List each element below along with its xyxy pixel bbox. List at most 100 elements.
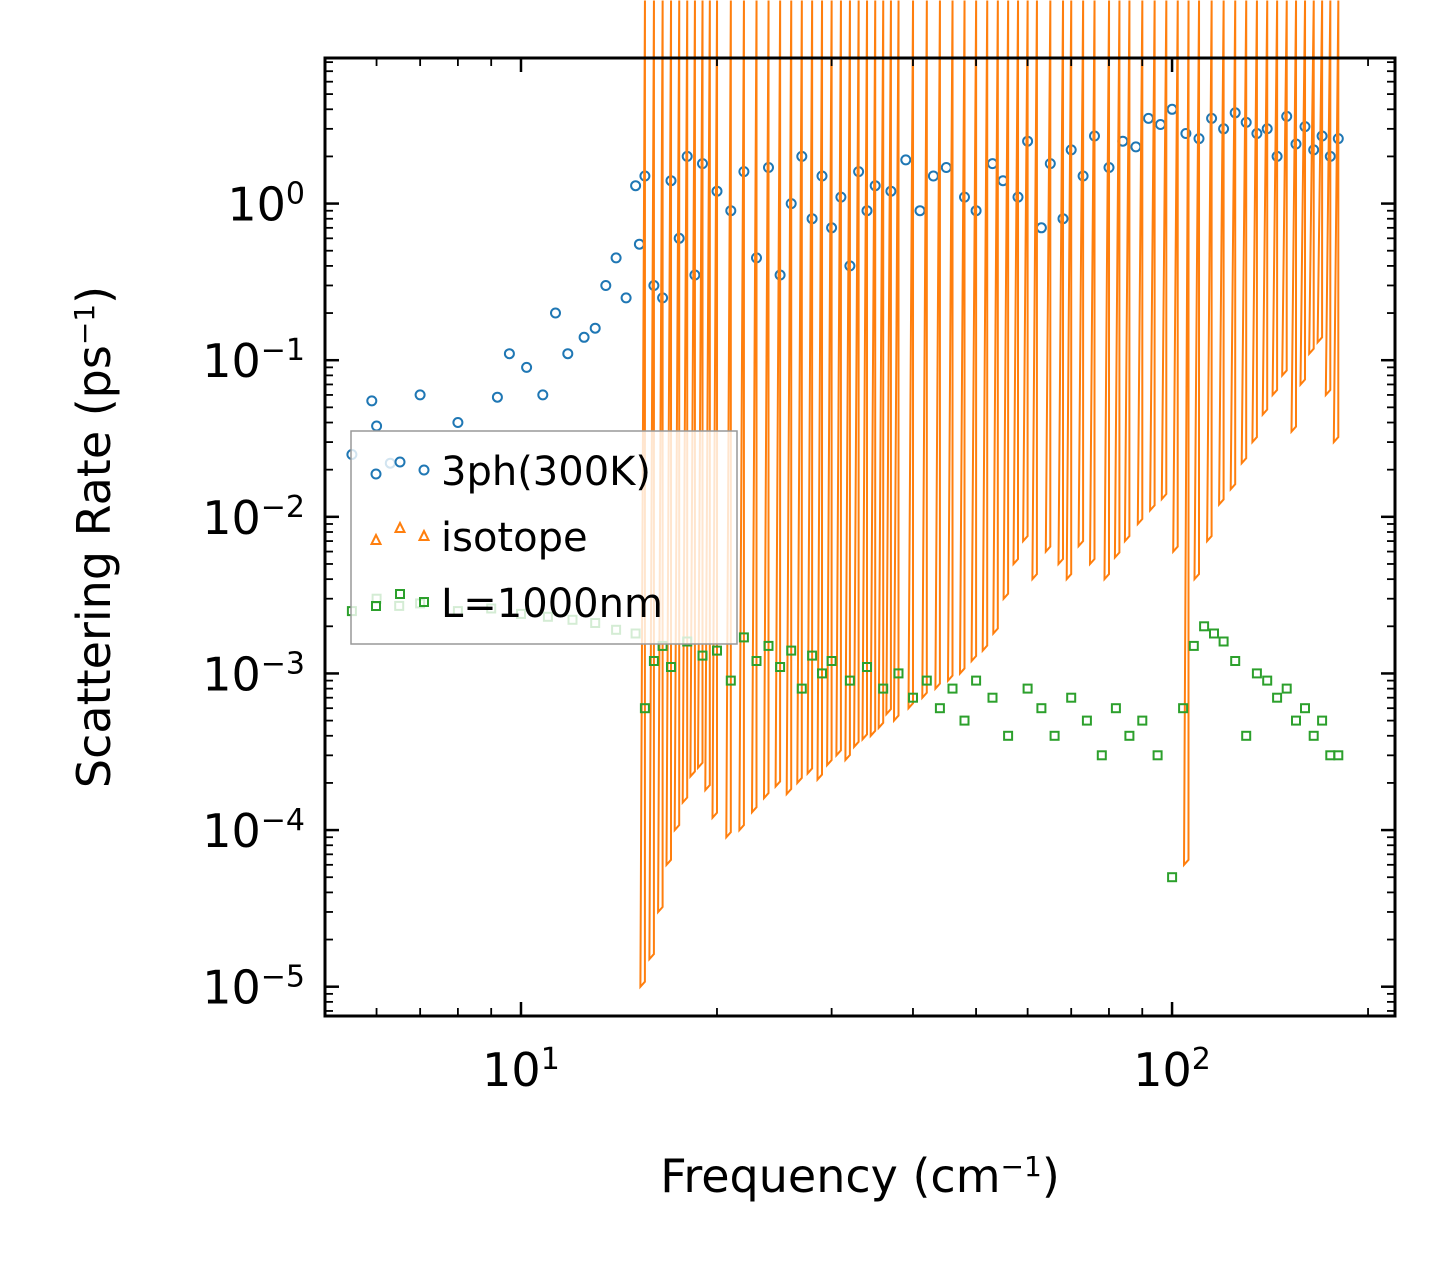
data-point — [1123, 0, 1131, 544]
data-point — [763, 640, 774, 651]
data-point — [1299, 0, 1307, 388]
data-point — [762, 0, 770, 801]
data-point — [835, 0, 842, 758]
data-point — [673, 0, 681, 833]
data-point — [844, 675, 855, 686]
legend-marker-1 — [393, 520, 407, 533]
data-point — [1241, 730, 1252, 741]
data-point — [1167, 872, 1178, 883]
legend-markers — [369, 456, 431, 611]
data-point — [1110, 703, 1121, 714]
data-point — [1199, 621, 1210, 632]
legend-marker-1 — [417, 528, 431, 541]
x-tick-label: 101 — [482, 1042, 560, 1098]
data-point — [751, 656, 762, 666]
legend-label-isotope: isotope — [441, 515, 588, 561]
data-point — [1308, 730, 1319, 741]
data-point — [1136, 0, 1144, 527]
data-point — [786, 645, 797, 656]
data-point — [958, 0, 966, 677]
data-point — [1081, 715, 1092, 726]
data-point — [491, 391, 503, 403]
legend: 3ph(300K) isotope L=1000nm — [350, 430, 738, 645]
y-tick-exp: −5 — [261, 959, 305, 994]
data-point — [578, 331, 590, 343]
data-point — [1002, 0, 1010, 602]
data-point — [1281, 683, 1292, 694]
data-point — [1022, 683, 1033, 694]
data-point — [610, 252, 622, 264]
data-point — [1218, 0, 1225, 508]
data-point — [1182, 0, 1190, 868]
data-point — [1251, 0, 1258, 445]
data-point — [1096, 750, 1107, 761]
data-point — [725, 675, 736, 686]
data-point — [877, 0, 885, 731]
data-point — [366, 395, 378, 407]
data-point — [1057, 0, 1065, 567]
data-point — [704, 0, 711, 793]
data-point — [1049, 730, 1060, 741]
y-tick-base: 10 — [202, 491, 261, 545]
data-point — [696, 0, 704, 771]
legend-marker-0 — [394, 456, 406, 468]
data-point — [934, 703, 945, 714]
data-point — [666, 662, 676, 672]
data-point — [1240, 0, 1248, 466]
data-point — [1308, 0, 1315, 357]
y-tick-base: 10 — [202, 334, 261, 388]
data-point — [921, 0, 928, 701]
data-point — [806, 0, 814, 777]
data-point — [639, 703, 650, 714]
data-point — [900, 154, 912, 166]
data-point — [774, 0, 782, 790]
data-point — [1193, 0, 1201, 582]
data-point — [503, 348, 515, 360]
data-point — [1262, 675, 1273, 686]
data-point — [893, 668, 904, 679]
data-point — [796, 683, 807, 694]
data-point — [921, 675, 932, 686]
y-axis-title-suffix: ) — [67, 286, 121, 304]
data-point — [878, 683, 889, 694]
data-point — [1012, 0, 1020, 567]
data-point — [1206, 0, 1213, 544]
data-point — [862, 662, 872, 672]
data-point — [785, 0, 793, 797]
y-axis-title-main: Scattering Rate (ps — [67, 345, 121, 788]
y-tick-base: 10 — [202, 961, 261, 1015]
y-axis-title-sup: −1 — [68, 304, 101, 345]
data-point — [796, 0, 803, 786]
x-tick-exp: 1 — [541, 1042, 560, 1077]
data-point — [1088, 0, 1096, 567]
data-point — [861, 0, 869, 742]
data-point — [907, 0, 915, 711]
data-point — [550, 307, 561, 319]
data-point — [1300, 703, 1310, 714]
data-point — [1031, 0, 1038, 582]
y-tick-label: 100 — [227, 176, 305, 232]
data-point — [1317, 715, 1328, 726]
data-point — [750, 0, 758, 815]
data-point — [681, 0, 689, 806]
data-point — [1103, 0, 1111, 582]
y-tick-exp: −4 — [261, 803, 305, 838]
y-tick-label: 10−3 — [202, 646, 305, 702]
data-point — [1003, 730, 1014, 741]
data-point — [1022, 0, 1029, 544]
data-point — [775, 662, 786, 672]
data-point — [697, 650, 708, 661]
data-point — [1261, 0, 1269, 418]
data-point — [1066, 692, 1077, 703]
data-point — [992, 0, 999, 637]
y-tick-exp: 0 — [286, 176, 305, 211]
data-point — [711, 0, 719, 821]
data-layer — [346, 0, 1344, 990]
data-point — [600, 280, 612, 291]
data-point — [537, 389, 549, 401]
data-point — [1271, 0, 1279, 398]
y-tick-base: 10 — [202, 804, 261, 858]
plot-frame — [323, 56, 1397, 1018]
x-tick-exp: 2 — [1192, 1042, 1211, 1077]
y-tick-base: 10 — [227, 178, 286, 232]
